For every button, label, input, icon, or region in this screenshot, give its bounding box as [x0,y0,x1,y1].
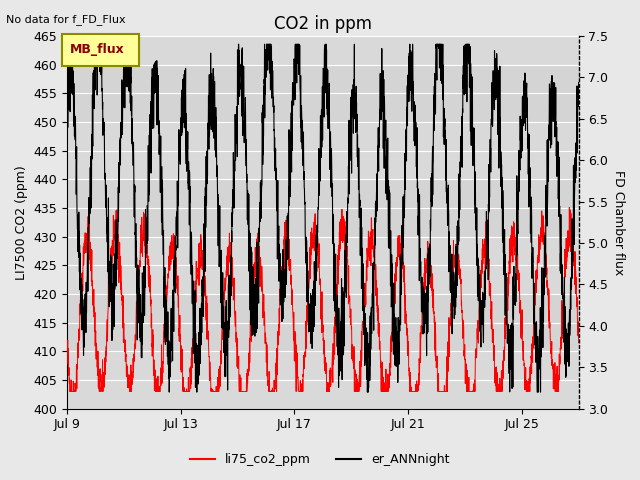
Bar [67,122,579,180]
Title: CO2 in ppm: CO2 in ppm [274,15,372,33]
Y-axis label: FD Chamber flux: FD Chamber flux [612,170,625,275]
FancyBboxPatch shape [62,34,139,66]
Text: MB_flux: MB_flux [70,43,124,56]
Bar [67,237,579,294]
Bar [67,36,579,65]
Bar [67,351,579,408]
Legend: li75_co2_ppm, er_ANNnight: li75_co2_ppm, er_ANNnight [186,448,454,471]
Text: No data for f_FD_Flux: No data for f_FD_Flux [6,14,126,25]
Y-axis label: LI7500 CO2 (ppm): LI7500 CO2 (ppm) [15,165,28,280]
